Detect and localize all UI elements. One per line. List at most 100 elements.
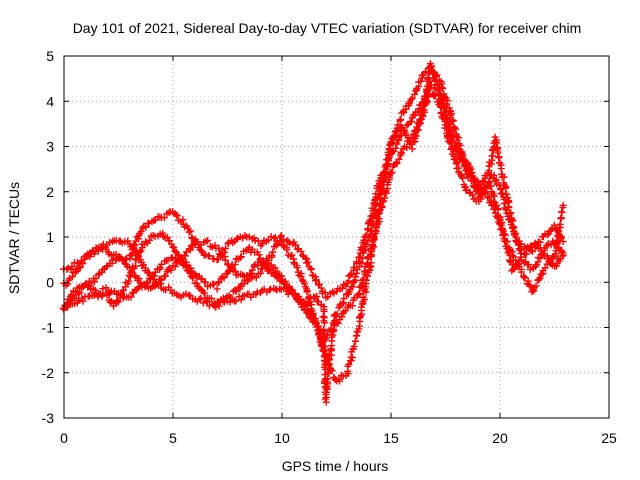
data-point (142, 279, 150, 287)
data-point (351, 337, 359, 345)
data-point (438, 96, 446, 104)
data-point (268, 251, 276, 259)
data-point (189, 274, 197, 282)
x-tick-label: 0 (60, 430, 68, 446)
data-point (286, 239, 294, 247)
data-point (76, 263, 84, 271)
data-point (389, 134, 397, 142)
data-point (536, 254, 544, 262)
data-point (158, 276, 166, 284)
data-point (167, 266, 175, 274)
data-point (185, 291, 193, 299)
data-point (86, 282, 94, 290)
data-point (461, 160, 469, 168)
data-point (559, 238, 567, 246)
data-point (356, 289, 364, 297)
data-point (287, 286, 295, 294)
data-point (247, 269, 255, 277)
data-point (421, 92, 429, 100)
data-point (407, 96, 415, 104)
data-point (252, 274, 260, 282)
y-tick-label: -3 (42, 410, 55, 426)
data-point (291, 241, 299, 249)
data-point (403, 121, 411, 129)
data-point (279, 235, 287, 243)
data-point (502, 206, 510, 214)
data-point (232, 297, 240, 305)
data-point (507, 257, 515, 265)
data-point (387, 138, 395, 146)
data-point (359, 293, 367, 301)
data-point (269, 248, 277, 256)
data-point (385, 173, 393, 181)
data-point (521, 274, 529, 282)
data-point (71, 269, 79, 277)
data-point (381, 167, 389, 175)
data-point (68, 263, 76, 271)
data-point (363, 260, 371, 268)
grid (64, 56, 609, 418)
data-point (436, 85, 444, 93)
data-point (494, 214, 502, 222)
data-point (495, 181, 503, 189)
data-point (496, 220, 504, 228)
data-point (232, 287, 240, 295)
data-point (220, 274, 228, 282)
data-point (115, 253, 123, 261)
data-point (64, 280, 72, 288)
data-point (307, 266, 315, 274)
data-point (181, 262, 189, 270)
data-point (524, 277, 532, 285)
x-tick-label: 15 (383, 430, 399, 446)
data-point (185, 228, 193, 236)
data-point (307, 313, 315, 321)
data-point (498, 225, 506, 233)
data-point (208, 294, 216, 302)
data-point (75, 290, 83, 298)
data-point (414, 126, 422, 134)
data-point (412, 132, 420, 140)
data-point (231, 260, 239, 268)
data-point (350, 342, 358, 350)
data-point (397, 115, 405, 123)
y-tick-label: 5 (46, 48, 54, 64)
data-point (186, 246, 194, 254)
data-point (517, 268, 525, 276)
data-point (411, 131, 419, 139)
data-point (237, 253, 245, 261)
data-point (320, 337, 328, 345)
data-point (517, 246, 525, 254)
data-point (411, 90, 419, 98)
data-point (213, 285, 221, 293)
data-point (516, 239, 524, 247)
data-point (392, 144, 400, 152)
data-point (537, 247, 545, 255)
data-point (314, 322, 322, 330)
data-point (525, 261, 533, 269)
data-point (137, 228, 145, 236)
data-point (210, 280, 218, 288)
data-point (67, 292, 75, 300)
data-point (150, 272, 158, 280)
data-point (469, 191, 477, 199)
data-point (531, 239, 539, 247)
data-point (135, 274, 143, 282)
data-point (446, 133, 454, 141)
data-point (374, 194, 382, 202)
data-point (171, 247, 179, 255)
data-point (345, 360, 353, 368)
data-point (212, 303, 220, 311)
data-point (351, 273, 359, 281)
data-point (200, 289, 208, 297)
data-point (160, 214, 168, 222)
data-point (494, 149, 502, 157)
data-point (303, 288, 311, 296)
data-point (202, 238, 210, 246)
data-point (499, 231, 507, 239)
data-point (297, 247, 305, 255)
data-point (302, 259, 310, 267)
series-track-b (61, 62, 567, 385)
data-point (348, 354, 356, 362)
x-tick-label: 5 (169, 430, 177, 446)
